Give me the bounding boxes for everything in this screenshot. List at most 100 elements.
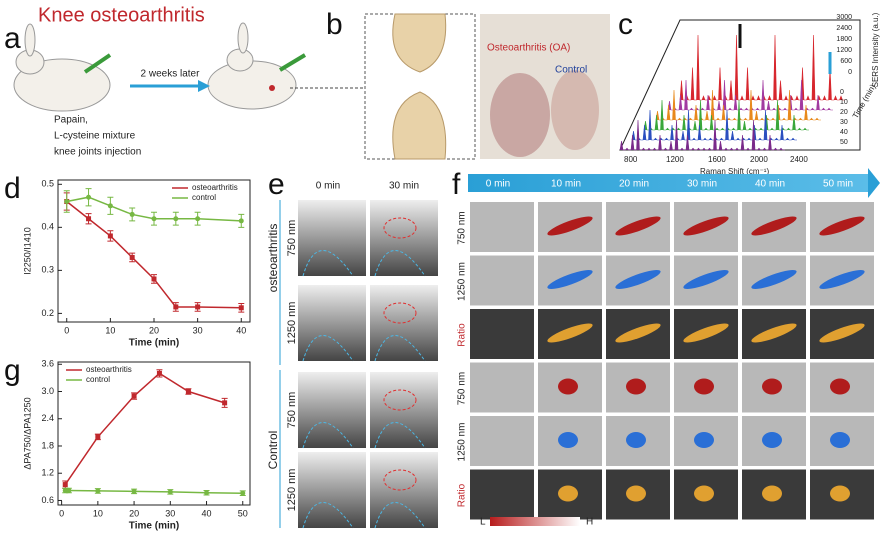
- panel-title: Knee osteoarthritis: [38, 4, 205, 26]
- scale-high: H: [586, 517, 593, 528]
- knee-oa: [490, 73, 550, 157]
- y-tick-label: 0.3: [41, 265, 54, 275]
- signal: [615, 323, 661, 343]
- axis-label: SERS Intensity (a.u.): [871, 12, 880, 87]
- row-label: 750 nm: [286, 392, 298, 429]
- point: [131, 488, 137, 494]
- time-label: 30 min: [687, 179, 717, 190]
- y-tick-label: 0.4: [41, 222, 54, 232]
- series-line: [66, 196, 242, 222]
- tick-label: 10: [840, 99, 848, 106]
- point: [185, 389, 191, 395]
- image-tile: [470, 469, 534, 520]
- label: Control: [555, 65, 587, 76]
- point: [167, 489, 173, 495]
- point: [238, 218, 244, 224]
- tick-label: 40: [840, 129, 848, 136]
- x-tick-label: 30: [165, 508, 175, 518]
- signal: [830, 378, 850, 395]
- panel-letter: a: [4, 22, 21, 55]
- row-label: 1250 nm: [286, 302, 298, 345]
- tick-label: 1800: [836, 36, 852, 43]
- tick-label: 3000: [836, 14, 852, 21]
- point: [173, 304, 179, 310]
- arrow-text: 2 weeks later: [141, 69, 201, 80]
- signal: [694, 432, 714, 448]
- signal: [819, 216, 865, 236]
- image-tile: [470, 416, 534, 466]
- signal: [819, 323, 865, 343]
- legend-label: control: [192, 193, 216, 202]
- row-label: 750 nm: [457, 211, 468, 244]
- signal: [762, 378, 782, 395]
- time-label: 20 min: [619, 179, 649, 190]
- point: [129, 211, 135, 217]
- signal: [558, 432, 578, 448]
- signal: [558, 378, 578, 395]
- signal: [751, 270, 797, 289]
- image-tile: [470, 202, 534, 252]
- time-bar: [468, 174, 868, 192]
- panel-letter: c: [618, 8, 633, 41]
- x-tick-label: 10: [93, 508, 103, 518]
- point: [86, 194, 92, 200]
- us-image: [298, 372, 366, 448]
- tick-label: 20: [840, 109, 848, 116]
- signal: [547, 323, 593, 343]
- tick-label: 600: [840, 58, 852, 65]
- x-tick-label: 40: [202, 508, 212, 518]
- row-label: 1250 nm: [286, 469, 298, 512]
- signal: [547, 270, 593, 289]
- time-label: 40 min: [755, 179, 785, 190]
- point: [204, 490, 210, 496]
- point: [129, 254, 135, 260]
- tick-label: 0: [840, 89, 844, 96]
- signal: [615, 216, 661, 236]
- x-tick-label: 40: [236, 325, 246, 335]
- y-tick-label: 1.8: [41, 440, 54, 450]
- row-label: Ratio: [457, 323, 468, 347]
- axis-label: Time (min): [851, 82, 878, 120]
- x-tick-label: 10: [105, 325, 115, 335]
- point: [151, 216, 157, 222]
- group-label: osteoarthritis: [266, 224, 280, 293]
- point: [64, 199, 70, 205]
- signal: [762, 432, 782, 448]
- signal: [547, 216, 593, 236]
- column-label: 30 min: [389, 181, 419, 192]
- series-line: [66, 200, 242, 309]
- y-tick-label: 1.2: [41, 468, 54, 478]
- joint-mark: [269, 85, 275, 91]
- spectrum: [619, 119, 785, 151]
- y-tick-label: 0.2: [41, 308, 54, 318]
- signal: [615, 270, 661, 289]
- panel-letter: d: [4, 172, 21, 205]
- y-tick-label: 2.4: [41, 413, 54, 423]
- time-arrow: [868, 168, 880, 198]
- image-tile: [470, 362, 534, 413]
- x-tick-label: 50: [238, 508, 248, 518]
- column-label: 0 min: [316, 181, 340, 192]
- bone: [392, 91, 447, 160]
- point: [107, 233, 113, 239]
- tick-label: 0: [848, 69, 852, 76]
- us-image: [298, 452, 366, 528]
- y-tick-label: 3.6: [41, 359, 54, 369]
- signal: [830, 485, 850, 502]
- point: [62, 487, 68, 493]
- point: [107, 203, 113, 209]
- point: [95, 434, 101, 440]
- roi: [383, 217, 417, 239]
- panel-letter: b: [326, 8, 343, 41]
- signal: [751, 216, 797, 236]
- signal: [626, 432, 646, 448]
- us-image: [298, 285, 366, 361]
- x-tick-label: 0: [64, 325, 69, 335]
- series-line: [65, 489, 243, 494]
- x-axis-label: Time (min): [129, 338, 179, 349]
- knee-control: [551, 70, 599, 150]
- signal: [694, 485, 714, 502]
- point: [86, 216, 92, 222]
- panel-letter: g: [4, 354, 21, 387]
